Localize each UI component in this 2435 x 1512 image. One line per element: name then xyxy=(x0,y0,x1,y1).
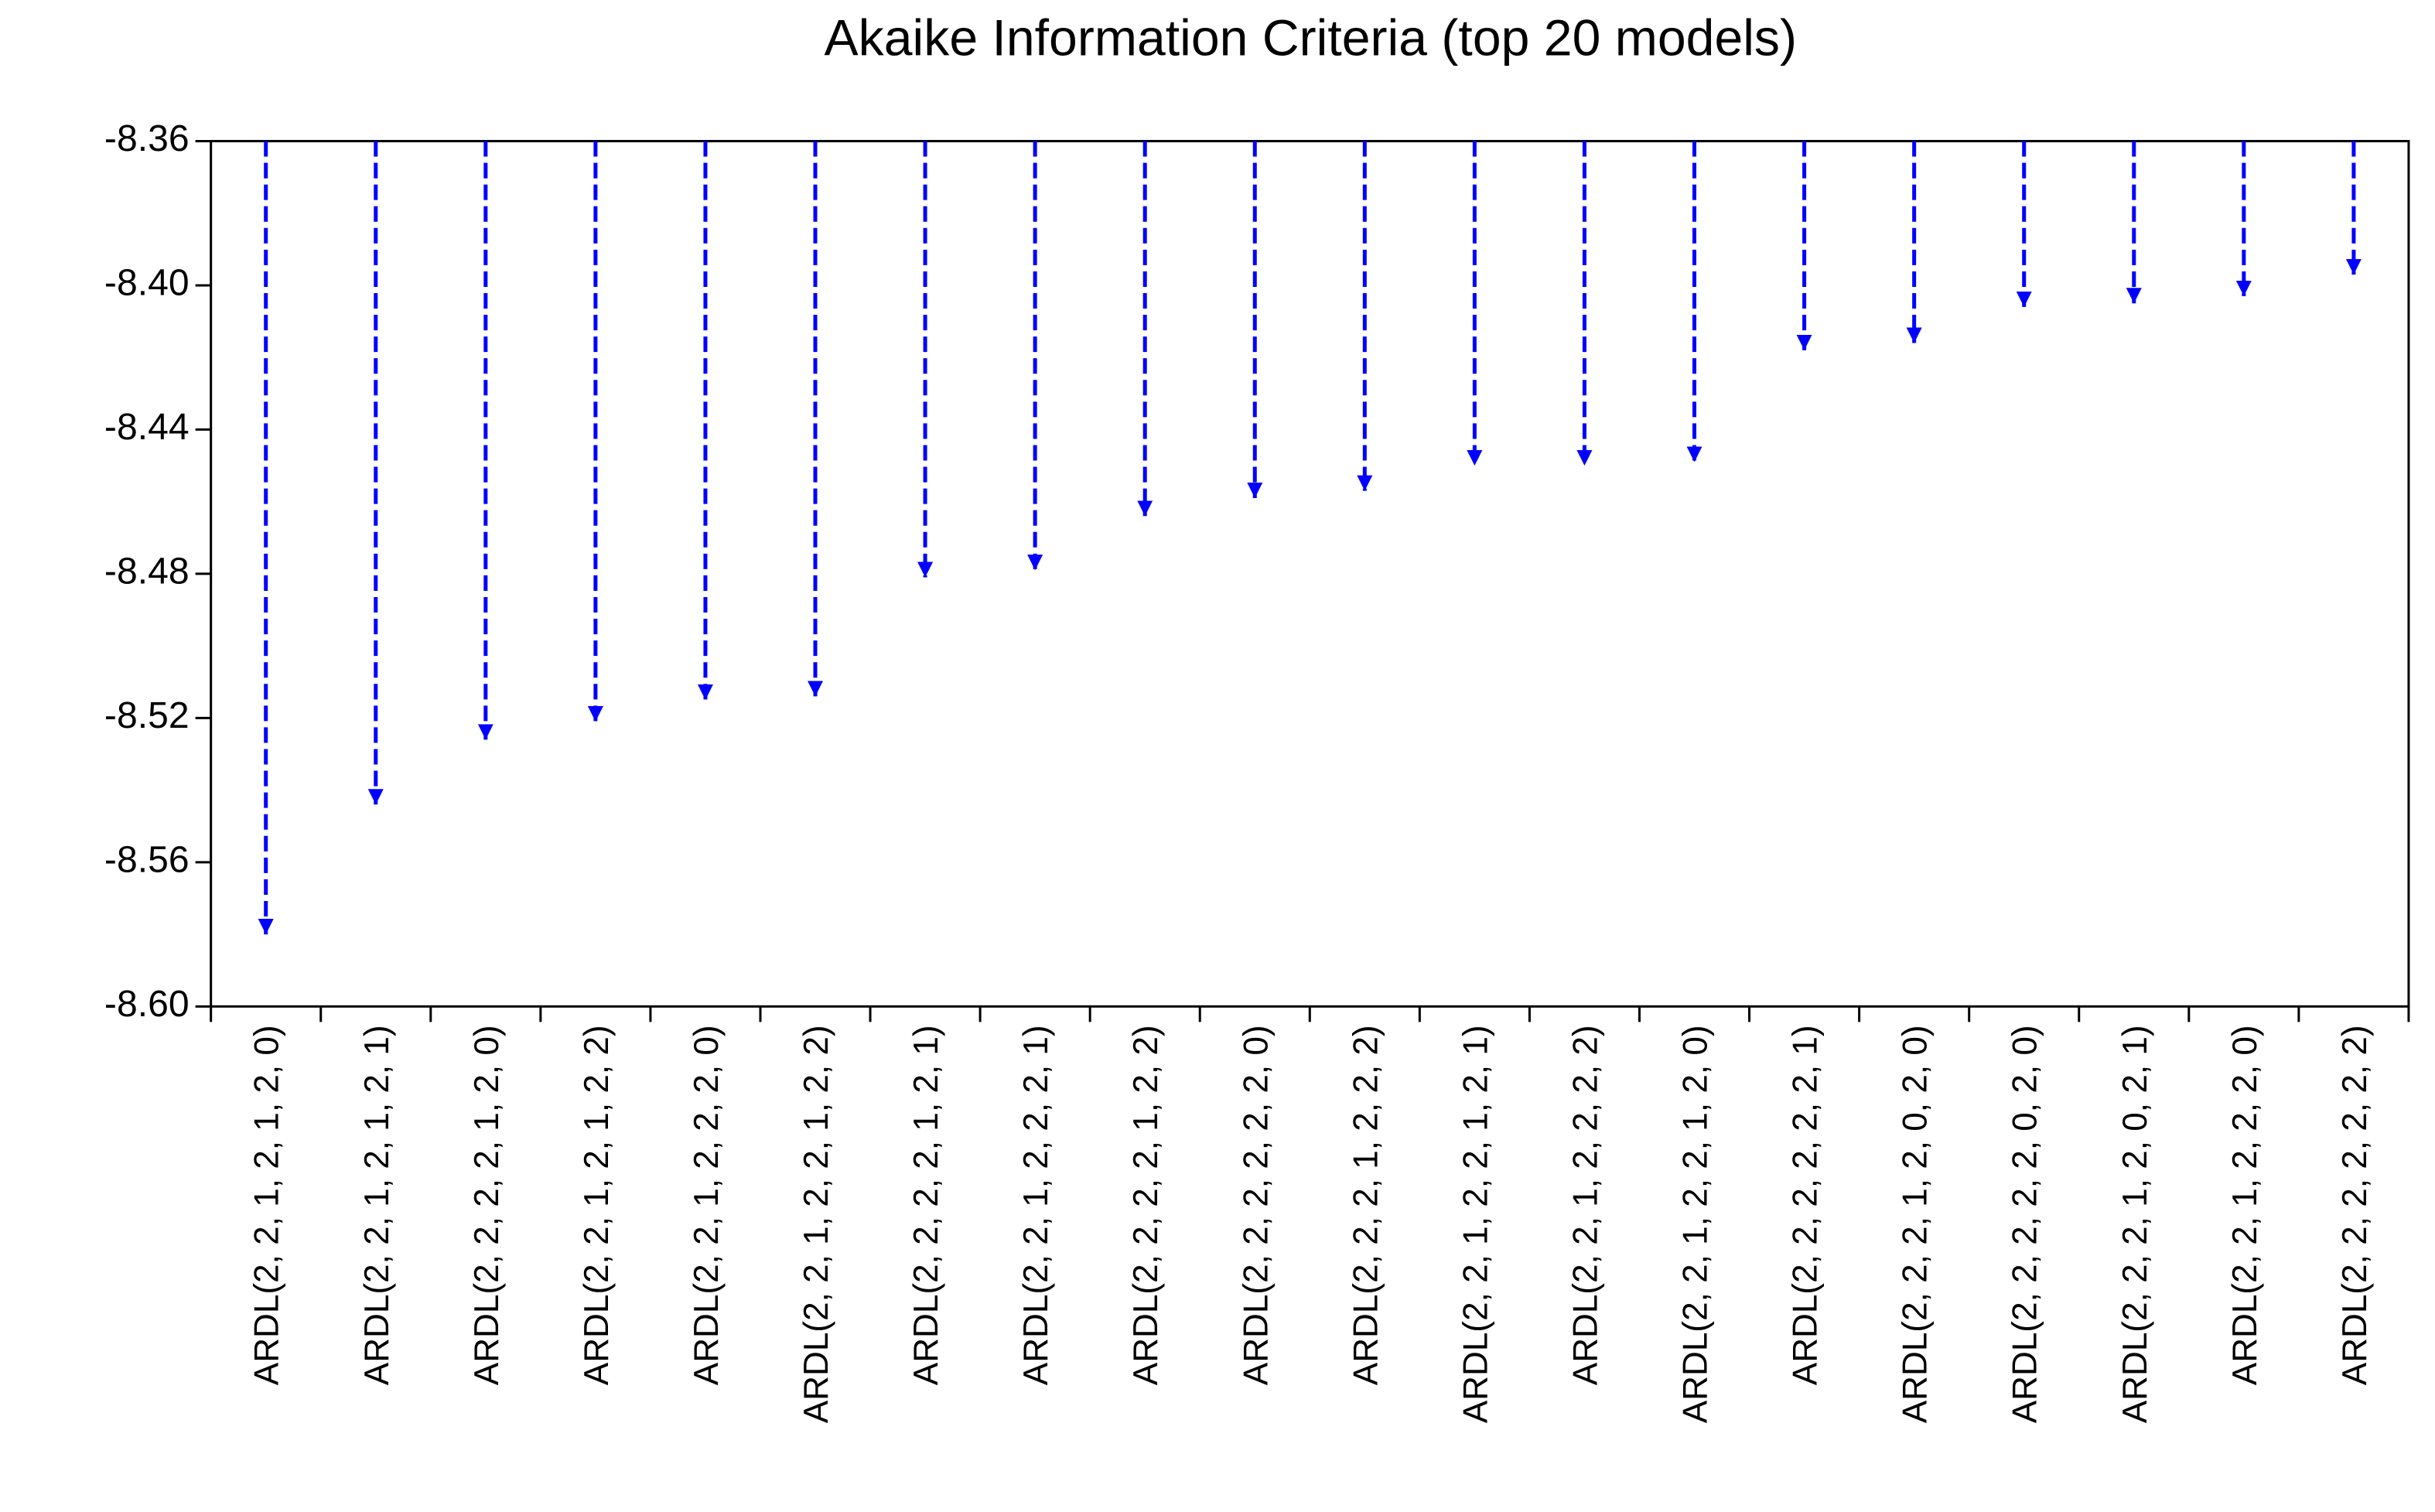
x-tick-label: ARDL(2, 2, 1, 2, 2, 2, 0) xyxy=(2226,1025,2264,1385)
chart-title: Akaike Information Criteria (top 20 mode… xyxy=(825,10,1798,67)
x-tick-label: ARDL(2, 2, 2, 2, 1, 2, 2) xyxy=(1127,1025,1165,1385)
x-tick-label: ARDL(2, 2, 1, 2, 2, 2, 2) xyxy=(1567,1025,1605,1385)
x-tick-label: ARDL(2, 2, 1, 2, 2, 2, 0) xyxy=(688,1025,726,1385)
x-tick-label: ARDL(2, 2, 2, 2, 1, 2, 1) xyxy=(907,1025,945,1385)
x-tick-label: ARDL(2, 2, 1, 2, 2, 2, 1) xyxy=(1017,1025,1055,1385)
x-tick-label: ARDL(2, 2, 1, 2, 2, 1, 2, 2) xyxy=(797,1025,835,1423)
y-tick-label: -8.60 xyxy=(104,983,190,1025)
x-tick-label: ARDL(2, 2, 2, 2, 2, 2, 0) xyxy=(1237,1025,1275,1385)
y-tick-label: -8.52 xyxy=(104,695,190,736)
y-tick-label: -8.40 xyxy=(104,262,190,304)
x-tick-label: ARDL(2, 2, 1, 2, 2, 1, 2, 0) xyxy=(1677,1025,1715,1423)
y-tick-label: -8.56 xyxy=(104,839,190,881)
x-tick-label: ARDL(2, 2, 1, 2, 2, 1, 2, 1) xyxy=(1457,1025,1494,1423)
y-tick-label: -8.36 xyxy=(104,118,190,159)
x-tick-label: ARDL(2, 2, 2, 2, 2, 0, 2, 0) xyxy=(2006,1025,2044,1423)
y-tick-label: -8.48 xyxy=(104,551,190,592)
x-tick-label: ARDL(2, 2, 2, 2, 2, 2, 2) xyxy=(2336,1025,2374,1385)
x-tick-label: ARDL(2, 2, 2, 2, 2, 2, 1) xyxy=(1787,1025,1825,1385)
x-tick-label: ARDL(2, 2, 2, 1, 2, 0, 2, 1) xyxy=(2116,1025,2154,1423)
y-tick-label: -8.44 xyxy=(104,406,190,448)
x-tick-label: ARDL(2, 2, 2, 1, 2, 2, 2) xyxy=(1347,1025,1385,1385)
x-tick-label: ARDL(2, 2, 1, 2, 1, 2, 2) xyxy=(578,1025,616,1385)
x-tick-label: ARDL(2, 2, 1, 2, 1, 2, 1) xyxy=(358,1025,396,1385)
x-tick-label: ARDL(2, 2, 2, 1, 2, 0, 2, 0) xyxy=(1897,1025,1935,1423)
x-tick-label: ARDL(2, 2, 1, 2, 1, 2, 0) xyxy=(248,1025,286,1385)
x-tick-label: ARDL(2, 2, 2, 2, 1, 2, 0) xyxy=(468,1025,506,1385)
